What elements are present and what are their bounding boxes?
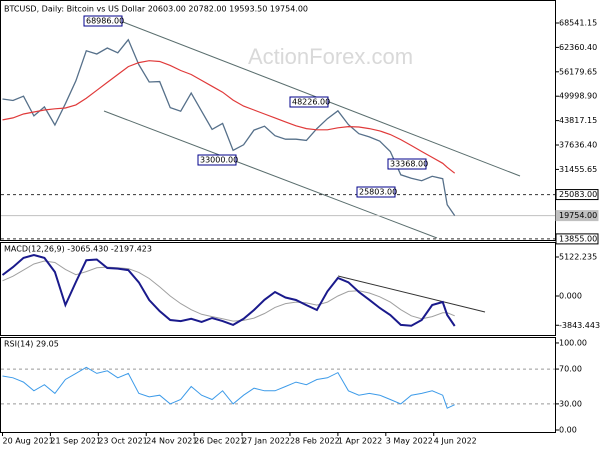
y-tick-label: 43817.15 bbox=[559, 116, 597, 125]
annotation-box bbox=[387, 158, 427, 170]
annotation: 48226.00 bbox=[292, 98, 330, 107]
x-tick-label: 1 Apr 2022 bbox=[338, 437, 382, 446]
series-line bbox=[1, 253, 456, 327]
rsi-title: RSI(14) 29.05 bbox=[4, 340, 59, 349]
y-tick-label: 56179.65 bbox=[559, 67, 597, 76]
annotation: 68986.00 bbox=[86, 17, 124, 26]
price-title: BTCUSD, Daily: Bitcoin vs US Dollar 2060… bbox=[4, 5, 308, 14]
y-tick-label: 0.000 bbox=[559, 292, 582, 301]
y-tick-label: -3843.443 bbox=[559, 321, 600, 330]
y-tick-label: 30.00 bbox=[559, 399, 582, 408]
y-tick-label: 62360.40 bbox=[559, 43, 597, 52]
level-label: 13855.00 bbox=[559, 234, 597, 243]
macd-pane bbox=[0, 242, 556, 336]
x-tick-label: 26 Dec 2021 bbox=[194, 437, 245, 446]
level-label-box bbox=[555, 189, 599, 201]
level-label-box bbox=[555, 210, 599, 222]
trend-line bbox=[337, 275, 486, 313]
x-tick-label: 24 Nov 2021 bbox=[146, 437, 197, 446]
y-tick-label: 68541.15 bbox=[559, 18, 597, 27]
y-tick-label: 5122.235 bbox=[559, 253, 597, 262]
annotation-box bbox=[83, 15, 123, 27]
x-tick-label: 20 Aug 2021 bbox=[2, 437, 53, 446]
y-tick-label: 100.00 bbox=[559, 338, 587, 347]
x-tick-label: 21 Sep 2021 bbox=[50, 437, 101, 446]
trend-line bbox=[103, 110, 438, 239]
series-line bbox=[2, 38, 456, 216]
series-line bbox=[2, 366, 455, 409]
watermark: ActionForex.com bbox=[248, 44, 413, 69]
y-tick-label: 31455.65 bbox=[559, 165, 597, 174]
level-label-box bbox=[555, 233, 599, 245]
y-tick-label: 70.00 bbox=[559, 365, 582, 374]
x-tick-label: 4 Jun 2022 bbox=[434, 437, 477, 446]
x-tick-label: 27 Jan 2022 bbox=[242, 437, 290, 446]
x-tick-label: 3 May 2022 bbox=[386, 437, 433, 446]
price-pane bbox=[0, 0, 556, 241]
y-tick-label: 37636.40 bbox=[559, 141, 597, 150]
series-line bbox=[2, 60, 456, 174]
annotation: 33368.00 bbox=[390, 160, 428, 169]
x-tick-label: 28 Feb 2022 bbox=[290, 437, 340, 446]
annotation-box bbox=[356, 186, 396, 198]
macd-title: MACD(12,26,9) -3065.430 -2197.423 bbox=[4, 245, 152, 254]
annotation: 33000.00 bbox=[200, 156, 238, 165]
y-tick-label: 49998.90 bbox=[559, 92, 597, 101]
annotation: 25803.00 bbox=[359, 188, 397, 197]
rsi-pane bbox=[0, 337, 556, 433]
x-tick-label: 23 Oct 2021 bbox=[98, 437, 147, 446]
level-label: 25083.00 bbox=[559, 190, 597, 199]
level-label: 19754.00 bbox=[559, 211, 597, 220]
annotation-box bbox=[197, 154, 237, 166]
annotation-box bbox=[289, 96, 329, 108]
y-tick-label: 0.00 bbox=[559, 425, 577, 434]
